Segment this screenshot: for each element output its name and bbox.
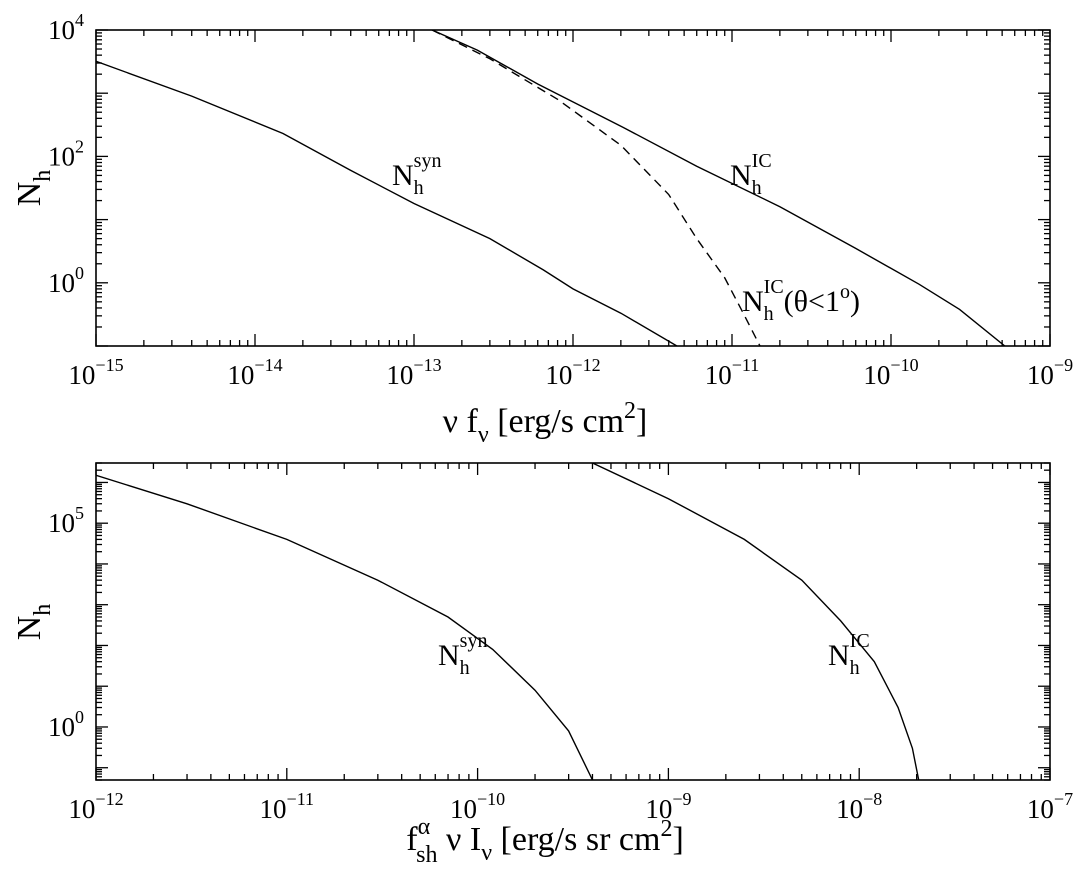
top-ticks [95, 29, 1051, 347]
top-curve-label-1: NhIC [730, 150, 772, 199]
bottom-curve-0 [96, 474, 594, 780]
bottom-x-tick-label: 10−8 [836, 789, 882, 824]
top-x-tick-label: 10−12 [545, 355, 600, 390]
bottom-ticks [95, 462, 1051, 781]
top-x-tick-label: 10−11 [705, 355, 759, 390]
top-curves [96, 30, 1006, 346]
top-y-tick-label: 100 [48, 263, 84, 298]
top-x-tick-label: 10−14 [227, 355, 282, 390]
top-curve-labels: Nhsyn NhIC NhIC(θ<1o) [392, 150, 860, 325]
top-y-axis-label: Nh [11, 170, 56, 207]
bottom-x-tick-label: 10−12 [68, 789, 123, 824]
bottom-x-tick-label: 10−10 [450, 789, 505, 824]
top-x-tick-label: 10−10 [863, 355, 918, 390]
top-curve-label-0: Nhsyn [392, 150, 441, 199]
bottom-axis-labels: fα sh ν Iν [erg/s sr cm2] Nh [11, 604, 684, 868]
top-axis-labels: ν fν [erg/s cm2] Nh [11, 170, 647, 448]
top-curve-1 [431, 30, 1006, 346]
top-plot-frame [95, 29, 1051, 347]
top-curve-0 [96, 60, 678, 346]
bottom-curve-label-1: NhIC [828, 630, 870, 679]
top-x-axis-label: ν fν [erg/s cm2] [443, 398, 648, 448]
top-x-tick-label: 10−15 [68, 355, 123, 390]
bottom-x-tick-label: 10−11 [260, 789, 314, 824]
top-curve-2 [431, 30, 761, 346]
bottom-y-tick-label: 100 [48, 707, 84, 742]
bottom-curves [96, 463, 920, 780]
top-y-tick-label: 104 [48, 10, 84, 45]
bottom-x-tick-label: 10−7 [1027, 789, 1073, 824]
bottom-y-axis-label: Nh [11, 604, 56, 641]
bottom-x-axis-label: fα sh ν Iν [erg/s sr cm2] [406, 814, 684, 868]
bottom-curve-labels: Nhsyn NhIC [438, 630, 870, 679]
bottom-curve-1 [592, 463, 920, 780]
top-x-tick-label: 10−13 [386, 355, 441, 390]
bottom-tick-labels: 10−12 10−11 10−10 10−9 10−8 10−7 100 105 [48, 503, 1073, 824]
top-tick-labels: 10−15 10−14 10−13 10−12 10−11 10−10 10−9 100 102… [48, 10, 1073, 390]
bottom-x-tick-label: 10−9 [645, 789, 691, 824]
top-curve-label-2: NhIC(θ<1o) [742, 276, 860, 325]
top-panel: 10−15 10−14 10−13 10−12 10−11 10−10 10−9 100 102… [11, 10, 1073, 448]
bottom-y-tick-label: 105 [48, 503, 84, 538]
top-y-tick-label: 102 [48, 136, 84, 171]
top-x-tick-label: 10−9 [1027, 355, 1073, 390]
bottom-curve-label-0: Nhsyn [438, 630, 487, 679]
